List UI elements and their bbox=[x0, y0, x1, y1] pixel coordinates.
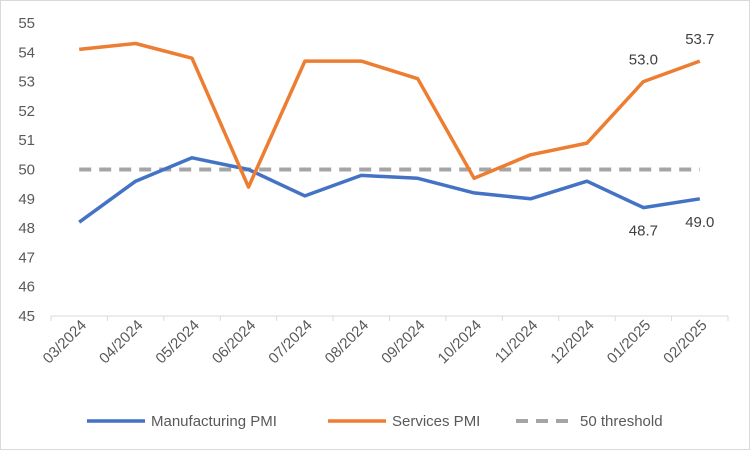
y-tick-label: 50 bbox=[18, 162, 35, 179]
x-tick-label: 06/2024 bbox=[209, 317, 259, 367]
x-tick-label: 10/2024 bbox=[435, 317, 485, 367]
x-tick-label: 12/2024 bbox=[547, 317, 597, 367]
x-tick-label: 01/2025 bbox=[604, 317, 654, 367]
y-tick-label: 47 bbox=[18, 249, 35, 266]
legend-label: 50 threshold bbox=[580, 413, 663, 430]
data-label: 53.0 bbox=[629, 52, 658, 69]
x-tick-label: 04/2024 bbox=[96, 317, 146, 367]
y-tick-label: 51 bbox=[18, 132, 35, 149]
data-label: 49.0 bbox=[685, 214, 714, 231]
x-tick-label: 05/2024 bbox=[152, 317, 202, 367]
x-tick-label: 08/2024 bbox=[322, 317, 372, 367]
y-axis: 45 46 47 48 49 50 51 52 53 54 55 bbox=[18, 15, 35, 325]
data-label: 48.7 bbox=[629, 223, 658, 240]
y-tick-label: 49 bbox=[18, 191, 35, 208]
y-tick-label: 54 bbox=[18, 44, 35, 61]
x-tick-label: 09/2024 bbox=[378, 317, 428, 367]
y-tick-label: 55 bbox=[18, 15, 35, 32]
data-labels: 48.7 49.0 53.0 53.7 bbox=[629, 31, 715, 240]
data-label: 53.7 bbox=[685, 31, 714, 48]
y-tick-label: 48 bbox=[18, 220, 35, 237]
services-pmi-line bbox=[79, 41, 701, 189]
y-tick-label: 52 bbox=[18, 103, 35, 120]
legend: Manufacturing PMI Services PMI 50 threshol… bbox=[87, 413, 663, 430]
legend-label: Manufacturing PMI bbox=[151, 413, 277, 430]
series-layer bbox=[78, 41, 701, 224]
y-tick-label: 46 bbox=[18, 279, 35, 296]
y-tick-label: 45 bbox=[18, 308, 35, 325]
legend-label: Services PMI bbox=[392, 413, 480, 430]
x-tick-label: 07/2024 bbox=[265, 317, 315, 367]
manufacturing-pmi-line bbox=[78, 156, 701, 224]
x-axis: 03/2024 04/2024 05/2024 06/2024 07/2024 08/20… bbox=[40, 315, 729, 367]
y-tick-label: 53 bbox=[18, 74, 35, 91]
x-tick-label: 03/2024 bbox=[40, 317, 90, 367]
x-tick-label: 02/2025 bbox=[660, 317, 710, 367]
x-tick-label: 11/2024 bbox=[492, 317, 542, 367]
